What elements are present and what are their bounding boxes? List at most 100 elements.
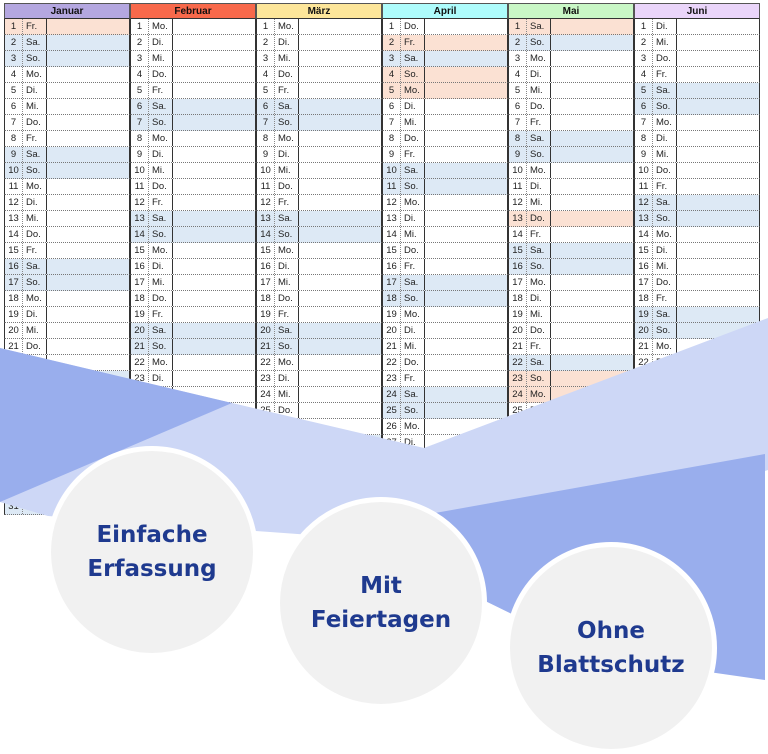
day-row[interactable]: 6 Sa. [130, 99, 256, 115]
day-row[interactable]: 15 Fr. [4, 243, 130, 259]
day-row[interactable]: 4 Di. [508, 67, 634, 83]
day-row[interactable]: 3 So. [4, 51, 130, 67]
day-row[interactable]: 14 Mi. [382, 227, 508, 243]
day-row[interactable]: 3 Sa. [382, 51, 508, 67]
day-row[interactable]: 1 Mo. [256, 19, 382, 35]
day-row[interactable]: 18 Mo. [4, 291, 130, 307]
day-row[interactable]: 5 Sa. [634, 83, 760, 99]
day-row[interactable]: 16 Sa. [4, 259, 130, 275]
day-row[interactable]: 5 Mi. [508, 83, 634, 99]
day-row[interactable]: 12 Fr. [130, 195, 256, 211]
day-row[interactable]: 1 Di. [634, 19, 760, 35]
day-row[interactable]: 21 So. [130, 339, 256, 355]
day-row[interactable]: 15 Mo. [256, 243, 382, 259]
day-row[interactable]: 13 Di. [382, 211, 508, 227]
day-row[interactable]: 23 Fr. [382, 371, 508, 387]
month-header[interactable]: Mai [508, 3, 634, 19]
month-header[interactable]: Januar [4, 3, 130, 19]
day-row[interactable]: 18 Fr. [634, 291, 760, 307]
day-row[interactable]: 25 So. [382, 403, 508, 419]
month-header[interactable]: Juni [634, 3, 760, 19]
day-row[interactable]: 16 Di. [256, 259, 382, 275]
day-row[interactable]: 1 Mo. [130, 19, 256, 35]
month-header[interactable]: April [382, 3, 508, 19]
day-row[interactable]: 3 Mi. [130, 51, 256, 67]
day-row[interactable]: 17 Do. [634, 275, 760, 291]
day-row[interactable]: 21 Mi. [382, 339, 508, 355]
day-row[interactable]: 13 Do. [508, 211, 634, 227]
day-row[interactable]: 23 Di. [256, 371, 382, 387]
day-row[interactable]: 14 Do. [4, 227, 130, 243]
day-row[interactable]: 7 Mo. [634, 115, 760, 131]
day-row[interactable]: 11 Do. [256, 179, 382, 195]
day-row[interactable]: 12 Sa. [634, 195, 760, 211]
day-row[interactable]: 18 Do. [130, 291, 256, 307]
day-row[interactable]: 15 Sa. [508, 243, 634, 259]
day-row[interactable]: 11 Do. [130, 179, 256, 195]
day-row[interactable]: 20 Do. [508, 323, 634, 339]
day-row[interactable]: 17 So. [4, 275, 130, 291]
day-row[interactable]: 17 Mi. [130, 275, 256, 291]
day-row[interactable]: 5 Fr. [256, 83, 382, 99]
day-row[interactable]: 20 Sa. [256, 323, 382, 339]
day-row[interactable]: 15 Mo. [130, 243, 256, 259]
day-row[interactable]: 7 So. [130, 115, 256, 131]
day-row[interactable]: 19 Mi. [508, 307, 634, 323]
day-row[interactable]: 21 Do. [4, 339, 130, 355]
day-row[interactable]: 1 Sa. [508, 19, 634, 35]
day-row[interactable]: 5 Di. [4, 83, 130, 99]
day-row[interactable]: 16 So. [508, 259, 634, 275]
day-row[interactable]: 19 Fr. [130, 307, 256, 323]
day-row[interactable]: 9 Mi. [634, 147, 760, 163]
day-row[interactable]: 7 Do. [4, 115, 130, 131]
day-row[interactable]: 12 Mo. [382, 195, 508, 211]
day-row[interactable]: 14 So. [130, 227, 256, 243]
day-row[interactable]: 11 Mo. [4, 179, 130, 195]
day-row[interactable]: 6 Sa. [256, 99, 382, 115]
day-row[interactable]: 8 Fr. [4, 131, 130, 147]
day-row[interactable]: 22 Sa. [508, 355, 634, 371]
day-row[interactable]: 12 Fr. [256, 195, 382, 211]
day-row[interactable]: 8 Mo. [130, 131, 256, 147]
day-row[interactable]: 10 Sa. [382, 163, 508, 179]
day-row[interactable]: 20 Sa. [130, 323, 256, 339]
day-row[interactable]: 20 Di. [382, 323, 508, 339]
day-row[interactable]: 9 Fr. [382, 147, 508, 163]
day-row[interactable]: 3 Do. [634, 51, 760, 67]
day-row[interactable]: 10 Mi. [256, 163, 382, 179]
day-row[interactable]: 18 Di. [508, 291, 634, 307]
day-row[interactable]: 2 So. [508, 35, 634, 51]
day-row[interactable]: 1 Do. [382, 19, 508, 35]
day-row[interactable]: 19 Fr. [256, 307, 382, 323]
day-row[interactable]: 21 So. [256, 339, 382, 355]
day-row[interactable]: 3 Mi. [256, 51, 382, 67]
day-row[interactable]: 14 So. [256, 227, 382, 243]
day-row[interactable]: 4 Fr. [634, 67, 760, 83]
day-row[interactable]: 10 So. [4, 163, 130, 179]
day-row[interactable]: 9 Di. [130, 147, 256, 163]
day-row[interactable]: 5 Fr. [130, 83, 256, 99]
day-row[interactable]: 7 Mi. [382, 115, 508, 131]
day-row[interactable]: 10 Mo. [508, 163, 634, 179]
day-row[interactable]: 18 So. [382, 291, 508, 307]
day-row[interactable]: 12 Mi. [508, 195, 634, 211]
day-row[interactable]: 13 Mi. [4, 211, 130, 227]
day-row[interactable]: 12 Di. [4, 195, 130, 211]
day-row[interactable]: 10 Mi. [130, 163, 256, 179]
day-row[interactable]: 16 Di. [130, 259, 256, 275]
day-row[interactable]: 3 Mo. [508, 51, 634, 67]
day-row[interactable]: 9 Sa. [4, 147, 130, 163]
day-row[interactable]: 6 So. [634, 99, 760, 115]
day-row[interactable]: 5 Mo. [382, 83, 508, 99]
day-row[interactable]: 2 Sa. [4, 35, 130, 51]
day-row[interactable]: 15 Di. [634, 243, 760, 259]
day-row[interactable]: 8 Mo. [256, 131, 382, 147]
day-row[interactable]: 10 Do. [634, 163, 760, 179]
day-row[interactable]: 2 Di. [256, 35, 382, 51]
day-row[interactable]: 21 Fr. [508, 339, 634, 355]
day-row[interactable]: 13 Sa. [130, 211, 256, 227]
day-row[interactable]: 18 Do. [256, 291, 382, 307]
day-row[interactable]: 22 Mo. [130, 355, 256, 371]
day-row[interactable]: 24 Sa. [382, 387, 508, 403]
day-row[interactable]: 11 Fr. [634, 179, 760, 195]
